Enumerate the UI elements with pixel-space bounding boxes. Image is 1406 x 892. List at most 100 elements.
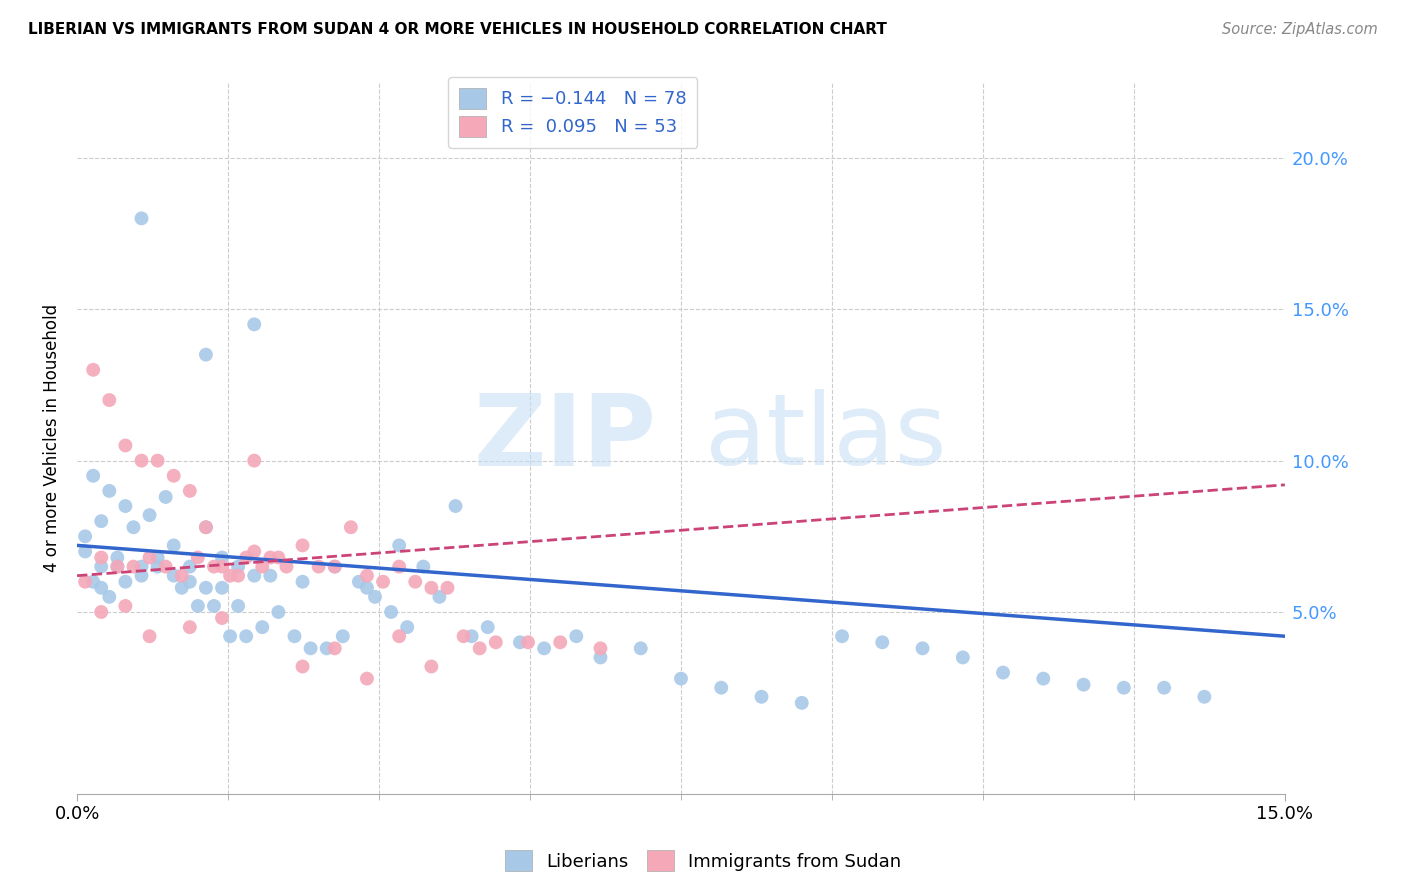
Point <box>364 590 387 604</box>
Legend: R = −0.144   N = 78, R =  0.095   N = 53: R = −0.144 N = 78, R = 0.095 N = 53 <box>449 77 697 147</box>
Point <box>911 641 934 656</box>
Point <box>533 641 555 656</box>
Point <box>872 635 894 649</box>
Point <box>630 641 652 656</box>
Point <box>114 574 136 589</box>
Point <box>194 520 217 534</box>
Point <box>219 568 242 582</box>
Point <box>146 559 169 574</box>
Point <box>477 620 499 634</box>
Point <box>105 559 128 574</box>
Point <box>211 550 233 565</box>
Point <box>82 574 104 589</box>
Point <box>323 559 346 574</box>
Point <box>179 559 201 574</box>
Point <box>283 629 305 643</box>
Point <box>710 681 733 695</box>
Point <box>267 605 290 619</box>
Point <box>187 550 209 565</box>
Point <box>179 620 201 634</box>
Point <box>226 568 249 582</box>
Point <box>243 568 266 582</box>
Point <box>388 559 411 574</box>
Point <box>122 559 145 574</box>
Point <box>259 568 281 582</box>
Point <box>187 599 209 613</box>
Point <box>404 574 426 589</box>
Point <box>235 550 257 565</box>
Point <box>146 453 169 467</box>
Point <box>420 659 443 673</box>
Point <box>323 559 346 574</box>
Point <box>1073 678 1095 692</box>
Point <box>114 599 136 613</box>
Point <box>82 468 104 483</box>
Point <box>146 550 169 565</box>
Point <box>131 559 153 574</box>
Point <box>356 581 378 595</box>
Point <box>75 544 97 558</box>
Point <box>105 550 128 565</box>
Point <box>252 620 274 634</box>
Point <box>211 611 233 625</box>
Point <box>155 490 177 504</box>
Point <box>259 550 281 565</box>
Point <box>308 559 330 574</box>
Point <box>347 574 370 589</box>
Point <box>163 538 186 552</box>
Text: Source: ZipAtlas.com: Source: ZipAtlas.com <box>1222 22 1378 37</box>
Point <box>194 348 217 362</box>
Point <box>565 629 588 643</box>
Point <box>468 641 491 656</box>
Point <box>131 568 153 582</box>
Point <box>75 574 97 589</box>
Point <box>952 650 974 665</box>
Point <box>291 538 314 552</box>
Point <box>991 665 1014 680</box>
Point <box>356 672 378 686</box>
Point <box>90 514 112 528</box>
Point <box>1112 681 1135 695</box>
Point <box>82 363 104 377</box>
Point <box>356 568 378 582</box>
Point <box>371 574 394 589</box>
Point <box>831 629 853 643</box>
Point <box>202 599 225 613</box>
Point <box>138 550 160 565</box>
Point <box>444 499 467 513</box>
Point <box>509 635 531 649</box>
Point <box>589 641 612 656</box>
Point <box>98 393 121 408</box>
Point <box>396 620 419 634</box>
Point <box>1032 672 1054 686</box>
Point <box>114 499 136 513</box>
Point <box>790 696 813 710</box>
Point <box>751 690 773 704</box>
Point <box>105 559 128 574</box>
Point <box>179 574 201 589</box>
Point <box>243 453 266 467</box>
Point <box>485 635 508 649</box>
Point <box>291 659 314 673</box>
Point <box>194 581 217 595</box>
Y-axis label: 4 or more Vehicles in Household: 4 or more Vehicles in Household <box>44 304 60 572</box>
Point <box>429 590 451 604</box>
Point <box>98 483 121 498</box>
Point <box>291 574 314 589</box>
Point <box>155 559 177 574</box>
Point <box>340 520 363 534</box>
Text: ZIP: ZIP <box>474 390 657 486</box>
Point <box>219 629 242 643</box>
Point <box>299 641 322 656</box>
Point <box>332 629 354 643</box>
Point <box>170 581 193 595</box>
Point <box>75 529 97 543</box>
Point <box>420 581 443 595</box>
Point <box>202 559 225 574</box>
Legend: Liberians, Immigrants from Sudan: Liberians, Immigrants from Sudan <box>498 843 908 879</box>
Point <box>131 453 153 467</box>
Point <box>548 635 571 649</box>
Point <box>323 641 346 656</box>
Point <box>122 520 145 534</box>
Point <box>226 559 249 574</box>
